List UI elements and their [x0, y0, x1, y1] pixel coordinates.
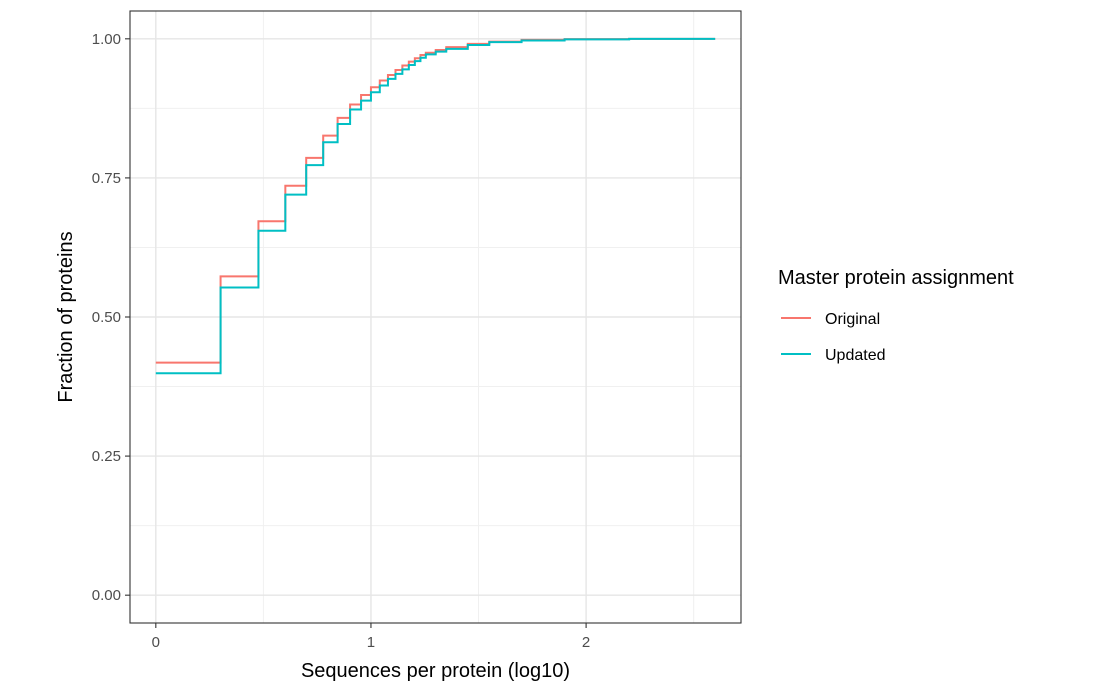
legend-items: Original Updated [781, 311, 886, 364]
y-tick-label: 0.25 [92, 448, 121, 465]
x-axis-title: Sequences per protein (log10) [301, 660, 570, 682]
x-tick-label: 0 [152, 634, 160, 651]
y-tick-label: 1.00 [92, 31, 121, 48]
major-gridlines [130, 11, 741, 623]
legend: Master protein assignment Original Update… [778, 267, 1014, 364]
series-line-updated [155, 37, 716, 375]
legend-label-updated: Updated [825, 347, 886, 364]
x-tick-label: 2 [582, 634, 590, 651]
x-axis-ticks: 0 1 2 [152, 623, 590, 651]
series-lines [155, 37, 716, 375]
y-tick-label: 0.50 [92, 309, 121, 326]
legend-title: Master protein assignment [778, 267, 1014, 289]
y-axis-title: Fraction of proteins [55, 231, 77, 402]
y-tick-label: 0.00 [92, 587, 121, 604]
y-tick-label: 0.75 [92, 170, 121, 187]
y-axis-ticks: 0.00 0.25 0.50 0.75 1.00 [92, 31, 130, 604]
legend-label-original: Original [825, 311, 880, 328]
series-line-original [155, 37, 716, 364]
x-tick-label: 1 [367, 634, 375, 651]
